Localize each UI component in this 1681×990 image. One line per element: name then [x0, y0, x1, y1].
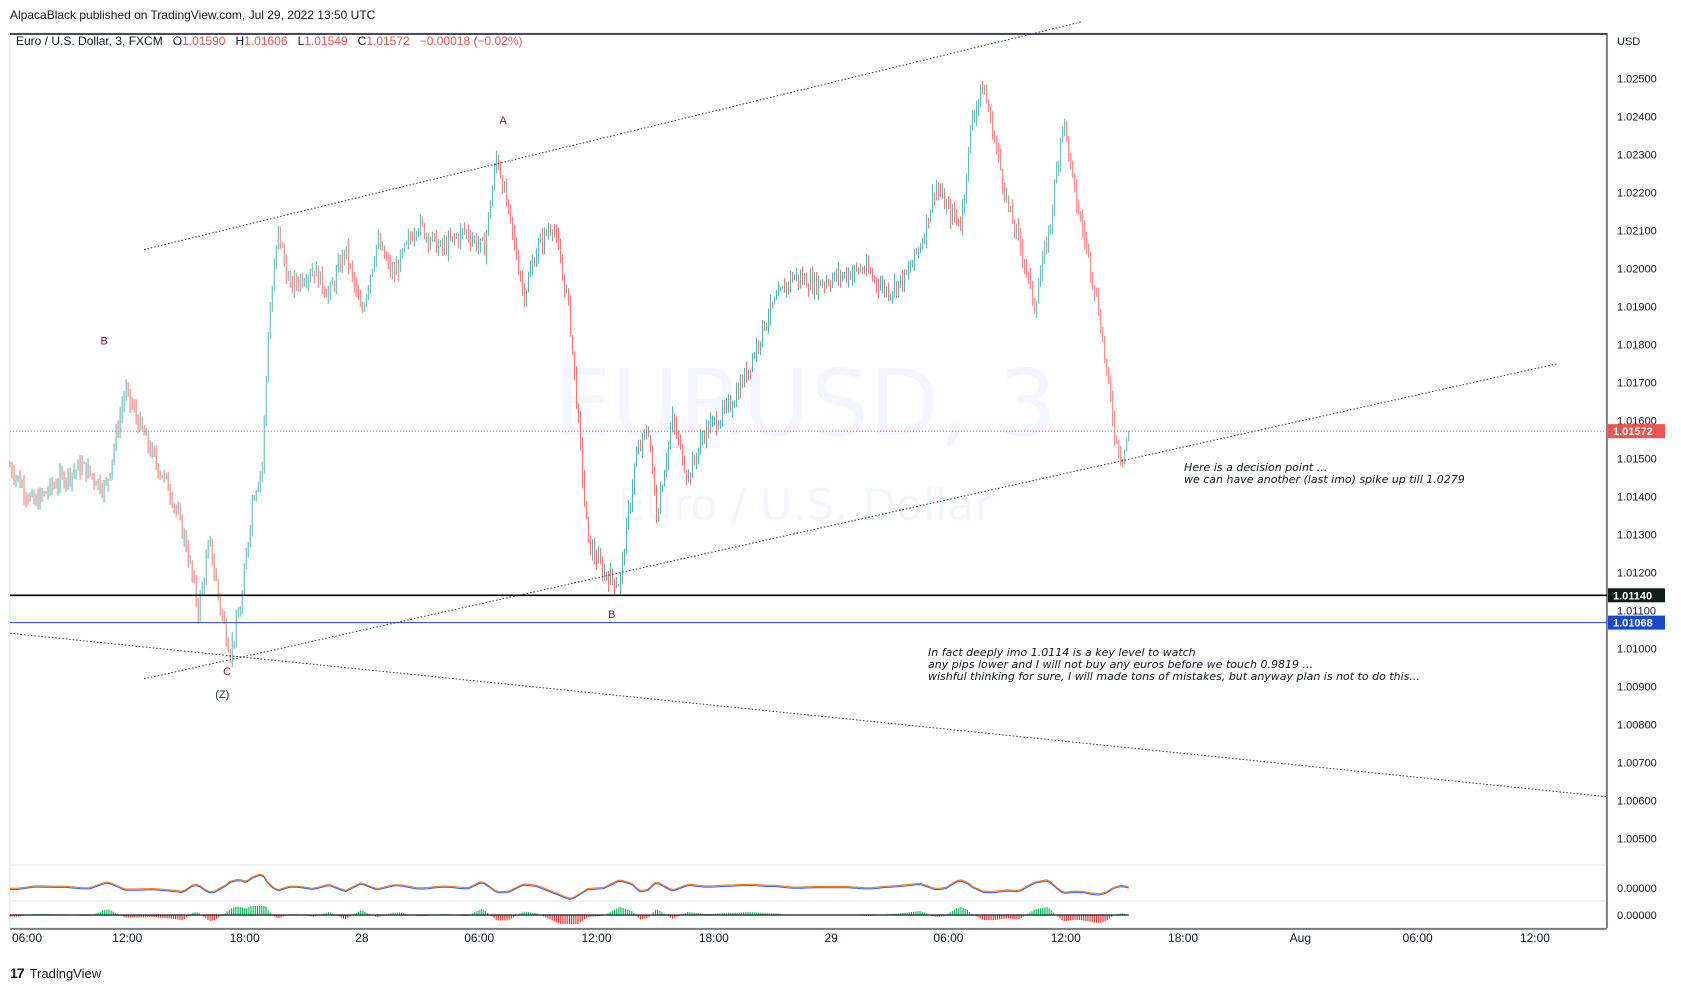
tradingview-logo-icon: 17	[10, 965, 25, 981]
y-tick-label: 1.00700	[1617, 757, 1657, 769]
published-by: AlpacaBlack published on TradingView.com…	[10, 8, 376, 22]
wave-label: B	[608, 609, 615, 621]
trendline	[143, 21, 1083, 251]
y-tick-label: 1.02100	[1617, 226, 1657, 238]
legend-low-label: L	[297, 34, 305, 48]
symbol-legend: Euro / U.S. Dollar, 3, FXCM O1.01590 H1.…	[16, 34, 522, 48]
y-tick-label: 1.00500	[1617, 833, 1657, 845]
y-tick-label: 1.02300	[1617, 150, 1657, 162]
y-tick-label: 1.01400	[1617, 491, 1657, 503]
oscillator-2-axis-label: 0.00000	[1617, 910, 1657, 922]
y-tick-label: 1.00600	[1617, 795, 1657, 807]
legend-high-label: H	[235, 34, 245, 48]
key-level-note: In fact deeply imo 1.0114 is a key level…	[928, 646, 1420, 683]
legend-high: 1.01606	[244, 34, 288, 48]
y-tick-label: 1.01700	[1617, 378, 1657, 390]
oscillator-1	[10, 873, 1129, 900]
legend-close: 1.01572	[366, 34, 410, 48]
x-tick-label: 12:00	[112, 931, 142, 945]
y-tick-label: 1.01800	[1617, 340, 1657, 352]
level-price-label: 1.01068	[1613, 618, 1653, 630]
candles	[9, 80, 1130, 668]
x-tick-label: 29	[824, 931, 838, 945]
wave-label: (Z)	[215, 689, 229, 701]
x-tick-label: 12:00	[1520, 931, 1550, 945]
x-tick-label: 18:00	[699, 931, 729, 945]
last-price-label: 1.01572	[1613, 426, 1653, 438]
x-tick-label: 06:00	[933, 931, 963, 945]
x-tick-label: 06:00	[1403, 931, 1433, 945]
y-tick-label: 1.00900	[1617, 681, 1657, 693]
oscillator-line	[10, 874, 1129, 900]
legend-open: 1.01590	[182, 34, 226, 48]
x-tick-label: 18:00	[230, 931, 260, 945]
y-tick-label: 1.01000	[1617, 643, 1657, 655]
oscillator-1-axis-label: 0.00000	[1617, 883, 1657, 895]
watermark-symbol: EURUSD, 3	[553, 350, 1057, 457]
tradingview-footer[interactable]: 17 TradingView	[10, 965, 101, 981]
legend-open-label: O	[172, 34, 183, 48]
y-tick-label: 1.00800	[1617, 719, 1657, 731]
wave-label: A	[499, 115, 507, 127]
level-price-label: 1.01140	[1613, 590, 1652, 602]
x-tick-label: 28	[355, 931, 369, 945]
x-tick-label: 06:00	[12, 931, 42, 945]
y-tick-label: 1.01100	[1617, 605, 1656, 617]
legend-low: 1.01549	[304, 34, 348, 48]
chart-frame	[9, 32, 1607, 929]
y-tick-label: 1.02400	[1617, 112, 1657, 124]
decision-point-note: Here is a decision point ... we can have…	[1184, 461, 1465, 486]
level-price-tag	[1608, 588, 1665, 603]
y-tick-label: 1.01900	[1617, 302, 1657, 314]
last-price-tag	[1608, 424, 1665, 439]
y-tick-label: 1.02000	[1617, 264, 1657, 276]
level-price-tag	[1608, 615, 1665, 630]
legend-change: −0.00018 (−0.02%)	[419, 34, 523, 48]
x-tick-label: Aug	[1290, 931, 1311, 945]
x-tick-label: 06:00	[464, 931, 494, 945]
trendline	[9, 632, 1607, 798]
axis-currency: USD	[1617, 36, 1640, 48]
x-tick-label: 12:00	[1051, 931, 1081, 945]
y-tick-label: 1.02500	[1617, 74, 1657, 86]
legend-close-label: C	[357, 34, 367, 48]
y-tick-label: 1.01200	[1617, 567, 1657, 579]
footer-brand: TradingView	[29, 965, 102, 981]
watermark-description: Euro / U.S. Dollar	[617, 480, 993, 531]
oscillator-2	[9, 906, 1129, 924]
x-tick-label: 18:00	[1168, 931, 1198, 945]
wave-label: B	[100, 336, 107, 348]
y-tick-label: 1.01500	[1617, 453, 1657, 465]
y-tick-label: 1.01300	[1617, 529, 1657, 541]
legend-symbol: Euro / U.S. Dollar, 3, FXCM	[16, 34, 163, 48]
x-tick-label: 12:00	[582, 931, 612, 945]
trendline	[143, 363, 1559, 680]
wave-label: C	[223, 666, 231, 678]
y-tick-label: 1.02200	[1617, 188, 1657, 200]
oscillator-line	[10, 873, 1129, 899]
